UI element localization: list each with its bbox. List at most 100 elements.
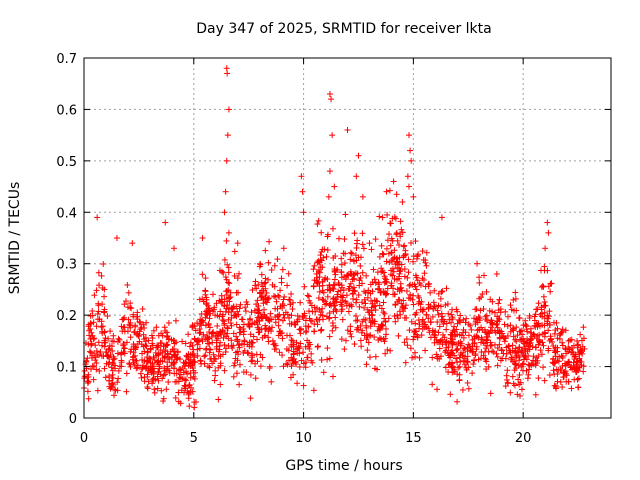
data-point [111,386,118,393]
data-point [196,345,203,352]
data-point [437,295,444,302]
data-point [513,338,520,345]
data-point [270,293,277,300]
data-point [555,358,562,365]
data-point [483,288,490,295]
data-point [452,355,459,362]
data-point [247,371,254,378]
data-point [366,315,373,322]
data-point [115,335,122,342]
x-tick-label: 20 [515,431,532,446]
data-point [104,352,111,359]
data-point [102,374,109,381]
data-point [414,333,421,340]
data-point [244,349,251,356]
data-point [563,370,570,377]
data-point [378,336,385,343]
data-point [288,343,295,350]
data-point [514,391,521,398]
data-point [273,298,280,305]
data-point [526,340,533,347]
data-point [202,275,209,282]
data-point [151,386,158,393]
data-point [558,352,565,359]
data-point [445,361,452,368]
data-point [509,342,516,349]
data-point [396,241,403,248]
data-point [150,327,157,334]
data-point [379,214,386,221]
data-point [127,300,134,307]
data-point [224,330,231,337]
data-point [480,352,487,359]
data-point [460,326,467,333]
data-point [339,306,346,313]
data-point [435,302,442,309]
data-point [570,362,577,369]
data-point [521,337,528,344]
data-point [98,272,105,279]
data-point [296,363,303,370]
data-point [149,335,156,342]
data-point [81,373,88,380]
data-point [140,362,147,369]
data-point [335,288,342,295]
data-point [163,386,170,393]
data-point [225,287,232,294]
data-point [387,242,394,249]
data-point [489,327,496,334]
data-point [326,91,333,97]
data-point [223,333,230,340]
data-point [85,323,92,330]
data-point [356,303,363,310]
data-point [238,316,245,323]
data-point [174,354,181,361]
data-point [532,311,539,318]
data-point [263,289,270,296]
data-point [456,377,463,384]
data-point [179,338,186,345]
data-point [541,309,548,316]
data-point [449,360,456,367]
data-point [279,317,286,324]
data-point [530,353,537,360]
data-point [324,356,331,363]
data-point [217,381,224,388]
data-point [559,339,566,346]
data-point [368,307,375,314]
data-point [385,231,392,238]
data-point [423,249,430,256]
data-point [279,335,286,342]
data-point [101,365,108,372]
data-point [206,346,213,353]
data-point [516,357,523,364]
y-tick-label: 0.1 [56,361,77,376]
data-point [132,344,139,351]
data-point [100,309,107,316]
data-point [378,323,385,330]
data-point [388,235,395,242]
data-point [379,250,386,257]
data-point [168,362,175,369]
data-point [262,326,269,333]
data-point [85,395,92,402]
data-point [141,358,148,365]
data-point [248,321,255,328]
data-point [107,351,114,358]
data-point [359,269,366,276]
data-point [224,132,231,139]
data-point [429,381,436,388]
data-point [515,376,522,383]
data-point [541,377,548,384]
data-point [202,314,209,321]
data-point [199,271,206,278]
data-point [398,300,405,307]
data-point [559,342,566,349]
data-point [325,193,332,200]
data-point [106,377,113,384]
data-point [185,354,192,361]
data-point [410,336,417,343]
data-point [353,173,360,180]
data-point [100,261,107,268]
data-point [516,372,523,379]
